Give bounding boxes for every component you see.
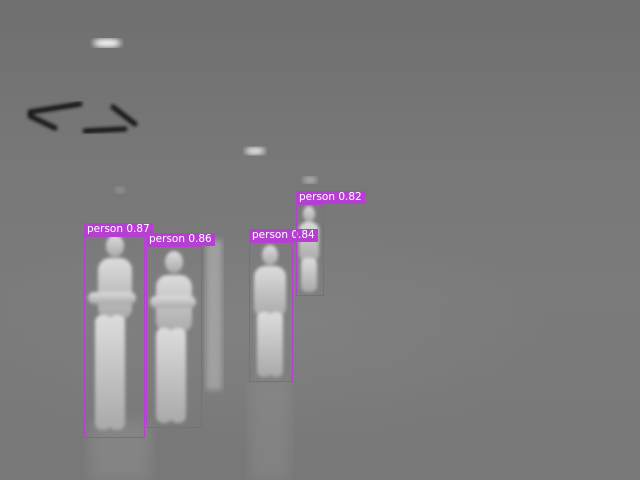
- ceiling-light: [303, 177, 317, 183]
- ceiling-light: [245, 147, 265, 155]
- person-silhouette: [254, 245, 286, 377]
- detection-box: [146, 246, 202, 428]
- ceiling-fixture: [27, 101, 138, 134]
- detection-label: person 0.86: [146, 233, 215, 246]
- detection-box: [249, 242, 293, 382]
- detection-box: [296, 204, 324, 296]
- detection-label: person 0.87: [84, 223, 153, 236]
- person-silhouette: [88, 235, 136, 430]
- ceiling-light: [93, 39, 121, 47]
- detection-label: person 0.82: [296, 191, 365, 204]
- detection-box: [84, 236, 145, 438]
- ceiling-light: [115, 187, 125, 193]
- detection-label: person 0.84: [249, 229, 318, 242]
- person-silhouette: [150, 251, 196, 423]
